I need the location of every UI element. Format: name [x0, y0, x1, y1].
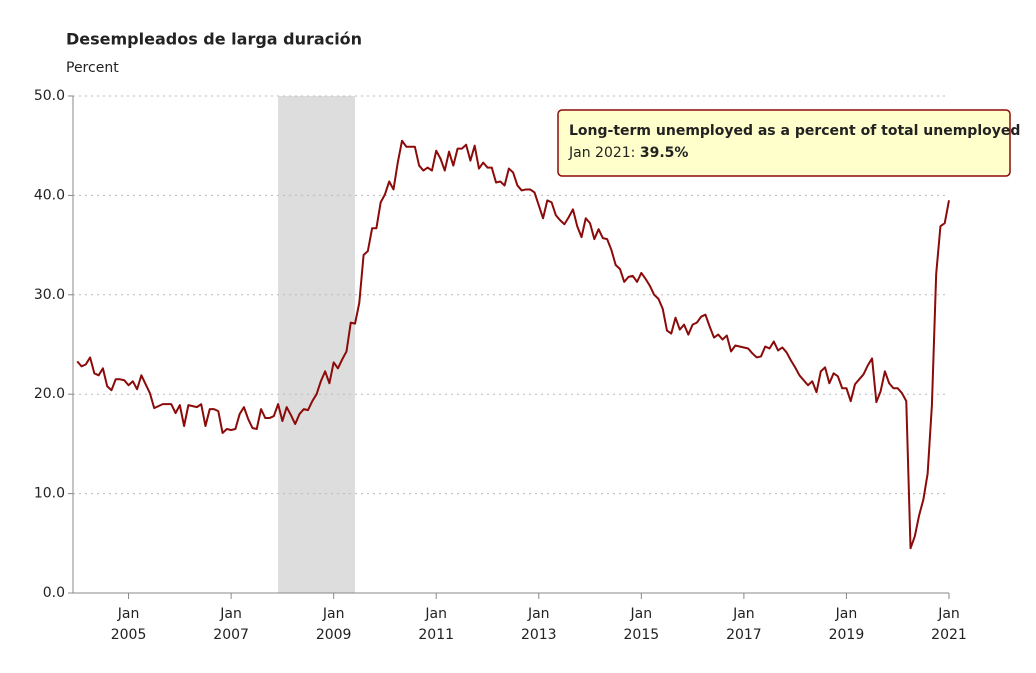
data-line [76, 139, 950, 550]
y-tick-label: 0.0 [43, 585, 65, 601]
x-tick-label: Jan [732, 606, 755, 622]
x-tick-label: Jan [835, 606, 858, 622]
y-tick-label: 20.0 [34, 386, 65, 402]
y-tick-label: 30.0 [34, 287, 65, 303]
y-tick-label: 50.0 [34, 88, 65, 104]
tooltip-line: Jan 2021: 39.5% [568, 145, 688, 161]
tooltip-value: 39.5% [640, 145, 689, 161]
x-tick-label: 2017 [726, 627, 762, 643]
y-tick-label: 40.0 [34, 187, 65, 203]
tooltip-box [557, 109, 1011, 177]
x-tick-label: Jan [630, 606, 653, 622]
x-tick-label: 2007 [213, 627, 249, 643]
x-tick-label: 2011 [418, 627, 454, 643]
x-tick-label: 2005 [111, 627, 147, 643]
y-tick-label: 10.0 [34, 486, 65, 502]
x-tick-label: 2013 [521, 627, 557, 643]
tooltip: Long-term unemployed as a percent of tot… [557, 109, 1020, 177]
x-tick-label: Jan [424, 606, 447, 622]
x-tick-label: 2021 [931, 627, 967, 643]
plot-area: 0.0 10.0 20.0 30.0 40.0 50.0 Jan 2005 Jan 2007 Jan… [34, 88, 967, 643]
x-tick-label: Jan [937, 606, 960, 622]
x-tick-label: 2009 [316, 627, 352, 643]
x-tick-label: 2019 [829, 627, 865, 643]
tooltip-title: Long-term unemployed as a percent of tot… [569, 123, 1020, 139]
x-tick-label: Jan [322, 606, 345, 622]
recession-band [278, 96, 356, 593]
x-tick-label: 2015 [624, 627, 660, 643]
x-tick-label: Jan [117, 606, 140, 622]
chart-title: Desempleados de larga duración [66, 30, 362, 49]
chart-subtitle: Percent [66, 60, 119, 76]
x-tick-label: Jan [527, 606, 550, 622]
x-tick-label: Jan [219, 606, 242, 622]
tooltip-date: Jan 2021: [568, 145, 635, 161]
